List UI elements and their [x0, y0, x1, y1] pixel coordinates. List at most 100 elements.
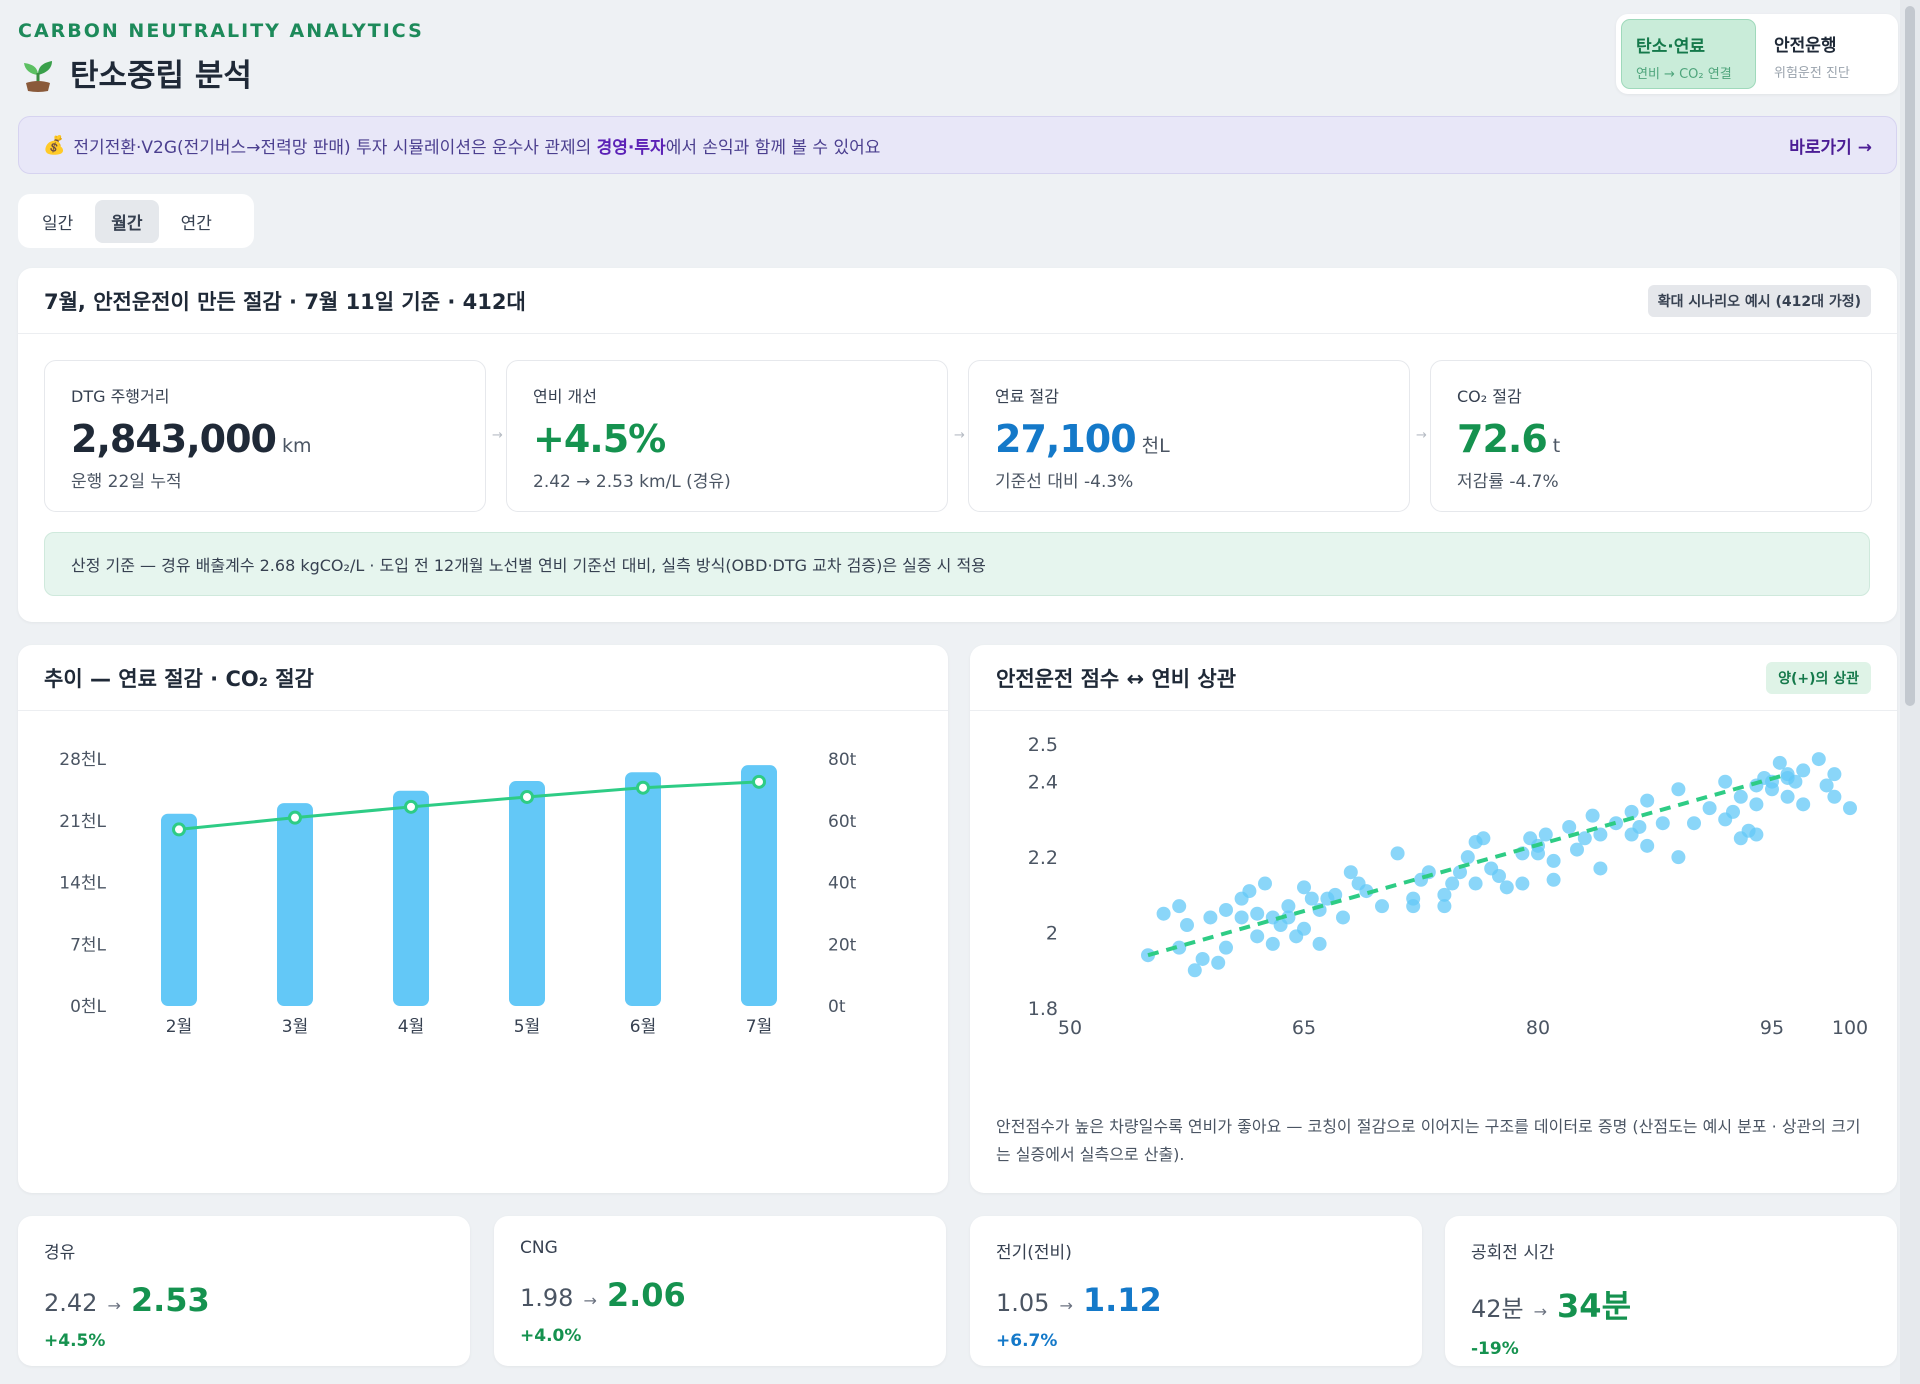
y-left-tick-label: 28천L	[59, 750, 106, 770]
scatter-point	[1538, 827, 1553, 842]
scatter-point	[1242, 884, 1257, 899]
kpi-unit: 천L	[1141, 435, 1170, 457]
y-tick-label: 2.5	[1028, 734, 1058, 756]
scatter-point	[1749, 797, 1764, 812]
x-tick-label: 7월	[746, 1017, 772, 1037]
fuel-to: 1.12	[1082, 1281, 1162, 1319]
trend-chart: 0천L 7천L 14천L 21천L 28천L 0t 20t 40t 60t 80t 2월 3월 4월 5월…	[59, 750, 857, 1037]
bar-6월	[625, 772, 661, 1006]
kpi-fuel-efficiency: 연비 개선 +4.5% 2.42 → 2.53 km/L (경유)	[506, 360, 948, 512]
scatter-point	[1749, 827, 1764, 842]
scatter-point	[1577, 831, 1592, 846]
scatter-point	[1624, 804, 1639, 819]
kpi-co2-saving: CO₂ 절감 72.6 t 저감률 -4.7%	[1430, 360, 1872, 512]
scatter-point	[1718, 774, 1733, 789]
scatter-point	[1632, 819, 1647, 834]
x-tick-label: 100	[1832, 1017, 1868, 1039]
bar-3월	[277, 803, 313, 1006]
scatter-point	[1375, 899, 1389, 914]
scatter-point	[1819, 778, 1834, 793]
kpi-label: CO₂ 절감	[1457, 387, 1522, 406]
scatter-point	[1312, 936, 1327, 951]
trend-chart-card: 추이 — 연료 절감 · CO₂ 절감 0천L 7천L 14천L 21천L 28천L 0t…	[18, 645, 948, 1193]
period-tab-daily[interactable]: 일간	[42, 213, 74, 234]
fuel-from: 42분	[1471, 1295, 1524, 1323]
fuel-label: 공회전 시간	[1471, 1243, 1555, 1263]
fuel-from: 1.05	[996, 1289, 1050, 1317]
scatter-point	[1687, 816, 1701, 831]
kpi-value: +4.5%	[533, 417, 666, 461]
scatter-point	[1702, 801, 1717, 816]
scrollbar-thumb[interactable]	[1905, 6, 1915, 706]
scatter-point	[1515, 876, 1530, 891]
y-left-tick-label: 7천L	[70, 935, 106, 955]
scatter-point	[1156, 906, 1171, 921]
scatter-point	[1827, 767, 1842, 782]
period-tab-yearly[interactable]: 연간	[180, 213, 212, 234]
summary-title: 7월, 안전운전이 만든 절감 · 7월 11일 기준 · 412대	[44, 289, 526, 314]
scatter-point	[1655, 816, 1670, 831]
x-tick-label: 2월	[166, 1017, 192, 1037]
scatter-point	[1359, 884, 1374, 899]
scatter-point	[1453, 865, 1467, 880]
co2-point-7월	[752, 774, 766, 789]
correlation-badge: 양(+)의 상관	[1766, 661, 1871, 694]
arrow-right-icon: →	[1059, 1296, 1073, 1315]
scatter-point	[1328, 887, 1343, 902]
arrow-right-icon: →	[583, 1291, 597, 1310]
y-right-tick-label: 40t	[828, 874, 857, 894]
scatter-point	[1843, 801, 1857, 816]
scatter-point	[1211, 955, 1226, 970]
y-tick-label: 1.8	[1028, 998, 1058, 1020]
y-right-tick-label: 20t	[828, 935, 857, 955]
tab-carbon-fuel[interactable]: 탄소·연료 연비 → CO₂ 연결	[1621, 19, 1756, 89]
arrow-right-icon: →	[954, 428, 965, 443]
x-tick-label: 5월	[514, 1017, 540, 1037]
scatter-point	[1765, 782, 1779, 797]
trend-chart-header: 추이 — 연료 절감 · CO₂ 절감	[18, 645, 948, 711]
scatter-point	[1336, 910, 1350, 925]
page-title-text: 탄소중립 분석	[70, 58, 252, 94]
scatter-point	[1733, 789, 1748, 804]
scatter-point	[1562, 819, 1577, 834]
scatter-point	[1772, 755, 1787, 770]
fuel-from: 1.98	[520, 1284, 574, 1312]
scatter-caption: 안전점수가 높은 차량일수록 연비가 좋아요 — 코칭이 절감으로 이어지는 구…	[996, 1117, 1861, 1164]
scatter-point	[1811, 752, 1826, 767]
kpi-sub: 운행 22일 누적	[71, 472, 182, 492]
arrow-right-icon: →	[107, 1296, 121, 1315]
y-tick-label: 2	[1046, 923, 1058, 945]
fuel-card-idle-time: 공회전 시간 42분 → 34분 -19%	[1445, 1216, 1897, 1366]
scrollbar[interactable]	[1900, 0, 1920, 1384]
scatter-point	[1460, 850, 1475, 865]
scatter-chart: 1.8 2 2.2 2.4 2.5 50 65 80 95 100	[1028, 734, 1868, 1039]
scatter-point	[1640, 838, 1655, 853]
kpi-label: 연비 개선	[533, 387, 597, 406]
scatter-point	[1203, 910, 1218, 925]
scatter-point	[1546, 872, 1561, 887]
top-tabs: 탄소·연료 연비 → CO₂ 연결 안전운행 위험운전 진단	[1616, 14, 1898, 94]
summary-card: 7월, 안전운전이 만든 절감 · 7월 11일 기준 · 412대 확대 시나…	[18, 268, 1897, 622]
scatter-chart-card: 안전운전 점수 ↔ 연비 상관 양(+)의 상관 1.8 2 2.2 2.4 2.5 50…	[970, 645, 1897, 1193]
scatter-point	[1172, 940, 1187, 955]
x-tick-label: 65	[1292, 1017, 1316, 1039]
kpi-value: 27,100	[995, 417, 1137, 461]
y-tick-label: 2.4	[1028, 772, 1058, 794]
scatter-point	[1265, 936, 1280, 951]
fuel-label: 전기(전비)	[996, 1243, 1072, 1263]
banner-shortcut-link[interactable]: 바로가기 →	[1789, 137, 1872, 158]
x-tick-label: 3월	[282, 1017, 308, 1037]
scatter-point	[1593, 827, 1608, 842]
scatter-point	[1468, 876, 1483, 891]
fuel-label: CNG	[520, 1238, 558, 1258]
scatter-point	[1297, 921, 1311, 936]
scatter-point	[1609, 816, 1623, 831]
tab-safe-driving[interactable]: 안전운행 위험운전 진단	[1760, 19, 1893, 89]
period-tab-monthly[interactable]: 월간	[95, 199, 159, 243]
co2-line	[178, 780, 760, 831]
kpi-label: 연료 절감	[995, 387, 1059, 406]
scatter-point	[1437, 899, 1452, 914]
fuel-to: 34분	[1557, 1287, 1632, 1325]
scatter-point	[1281, 899, 1296, 914]
scatter-point	[1234, 910, 1249, 925]
